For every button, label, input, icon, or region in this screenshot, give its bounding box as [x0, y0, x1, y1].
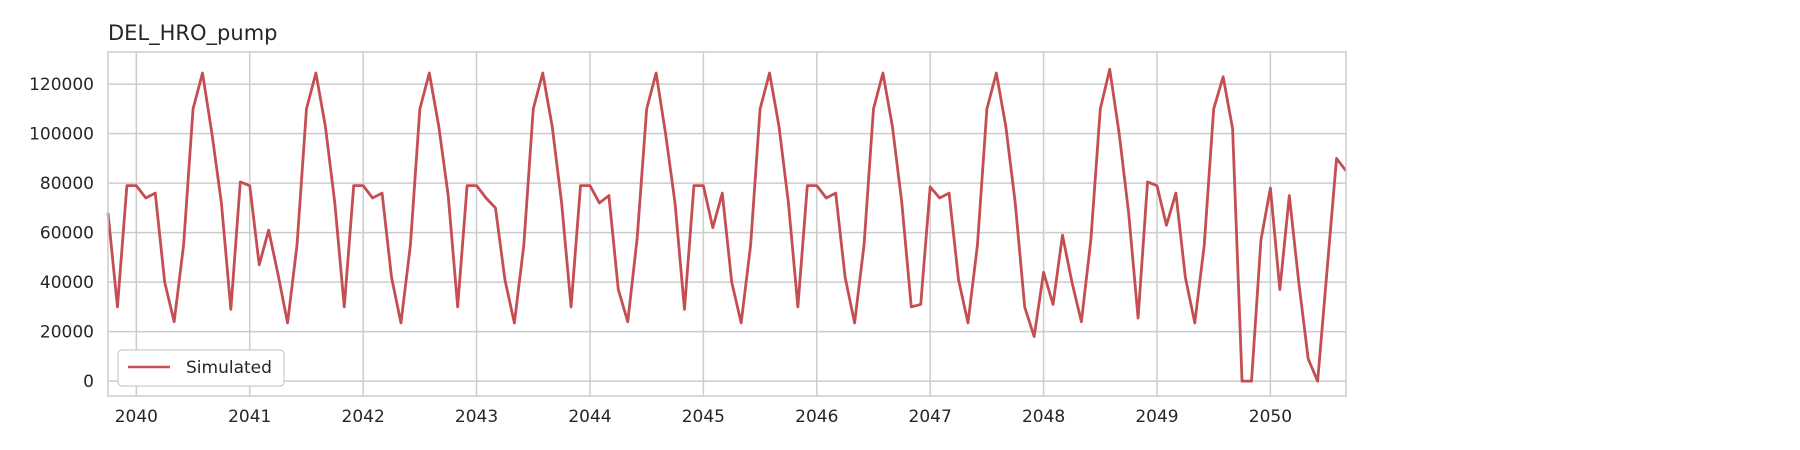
x-tick-label: 2049: [1135, 407, 1178, 427]
x-tick-label: 2047: [909, 407, 952, 427]
series-layer: [106, 67, 1348, 383]
y-tick-label: 40000: [40, 273, 94, 293]
chart-title: DEL_HRO_pump: [108, 21, 277, 46]
y-tick-label: 20000: [40, 323, 94, 343]
x-tick-label: 2041: [228, 407, 271, 427]
plot-frame: [107, 51, 1347, 397]
x-tick-label: 2045: [682, 407, 725, 427]
series-line-simulated: [106, 67, 1348, 383]
x-tick-label: 2044: [568, 407, 611, 427]
x-tick-label: 2043: [455, 407, 498, 427]
x-tick-label: 2050: [1249, 407, 1292, 427]
y-tick-label: 100000: [29, 125, 94, 145]
y-tick-label: 80000: [40, 174, 94, 194]
x-tick-label: 2042: [342, 407, 385, 427]
y-tick-label: 120000: [29, 75, 94, 95]
y-tick-label: 0: [83, 372, 94, 392]
y-axis-ticks: 0 20000 40000 60000 80000 100000 120000: [29, 75, 94, 392]
x-tick-label: 2048: [1022, 407, 1065, 427]
legend: Simulated: [117, 349, 285, 387]
legend-box: [117, 349, 285, 387]
grid: [108, 52, 1346, 396]
y-tick-label: 60000: [40, 224, 94, 244]
legend-label: Simulated: [186, 358, 272, 378]
x-axis-ticks: 2040 2041 2042 2043 2044 2045 2046 2047 2048 2049…: [115, 407, 1292, 427]
x-tick-label: 2040: [115, 407, 158, 427]
x-tick-label: 2046: [795, 407, 838, 427]
